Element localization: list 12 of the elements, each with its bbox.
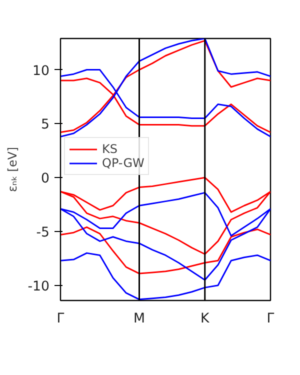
y-tick-label: 10	[32, 64, 50, 79]
y-axis-title: εₙₖ [eV]	[6, 146, 20, 192]
x-tick-label: M	[134, 312, 145, 326]
y-tick-label: -10	[28, 279, 50, 294]
y-tick-label: -5	[36, 225, 50, 240]
legend-label: KS	[102, 142, 118, 156]
y-tick-label: 0	[41, 172, 50, 187]
y-tick-label: 5	[41, 118, 50, 133]
legend-label: QP-GW	[102, 156, 144, 170]
x-tick-label: Γ	[266, 312, 275, 326]
x-tick-label: K	[200, 312, 211, 326]
x-tick-label: Γ	[56, 312, 65, 326]
